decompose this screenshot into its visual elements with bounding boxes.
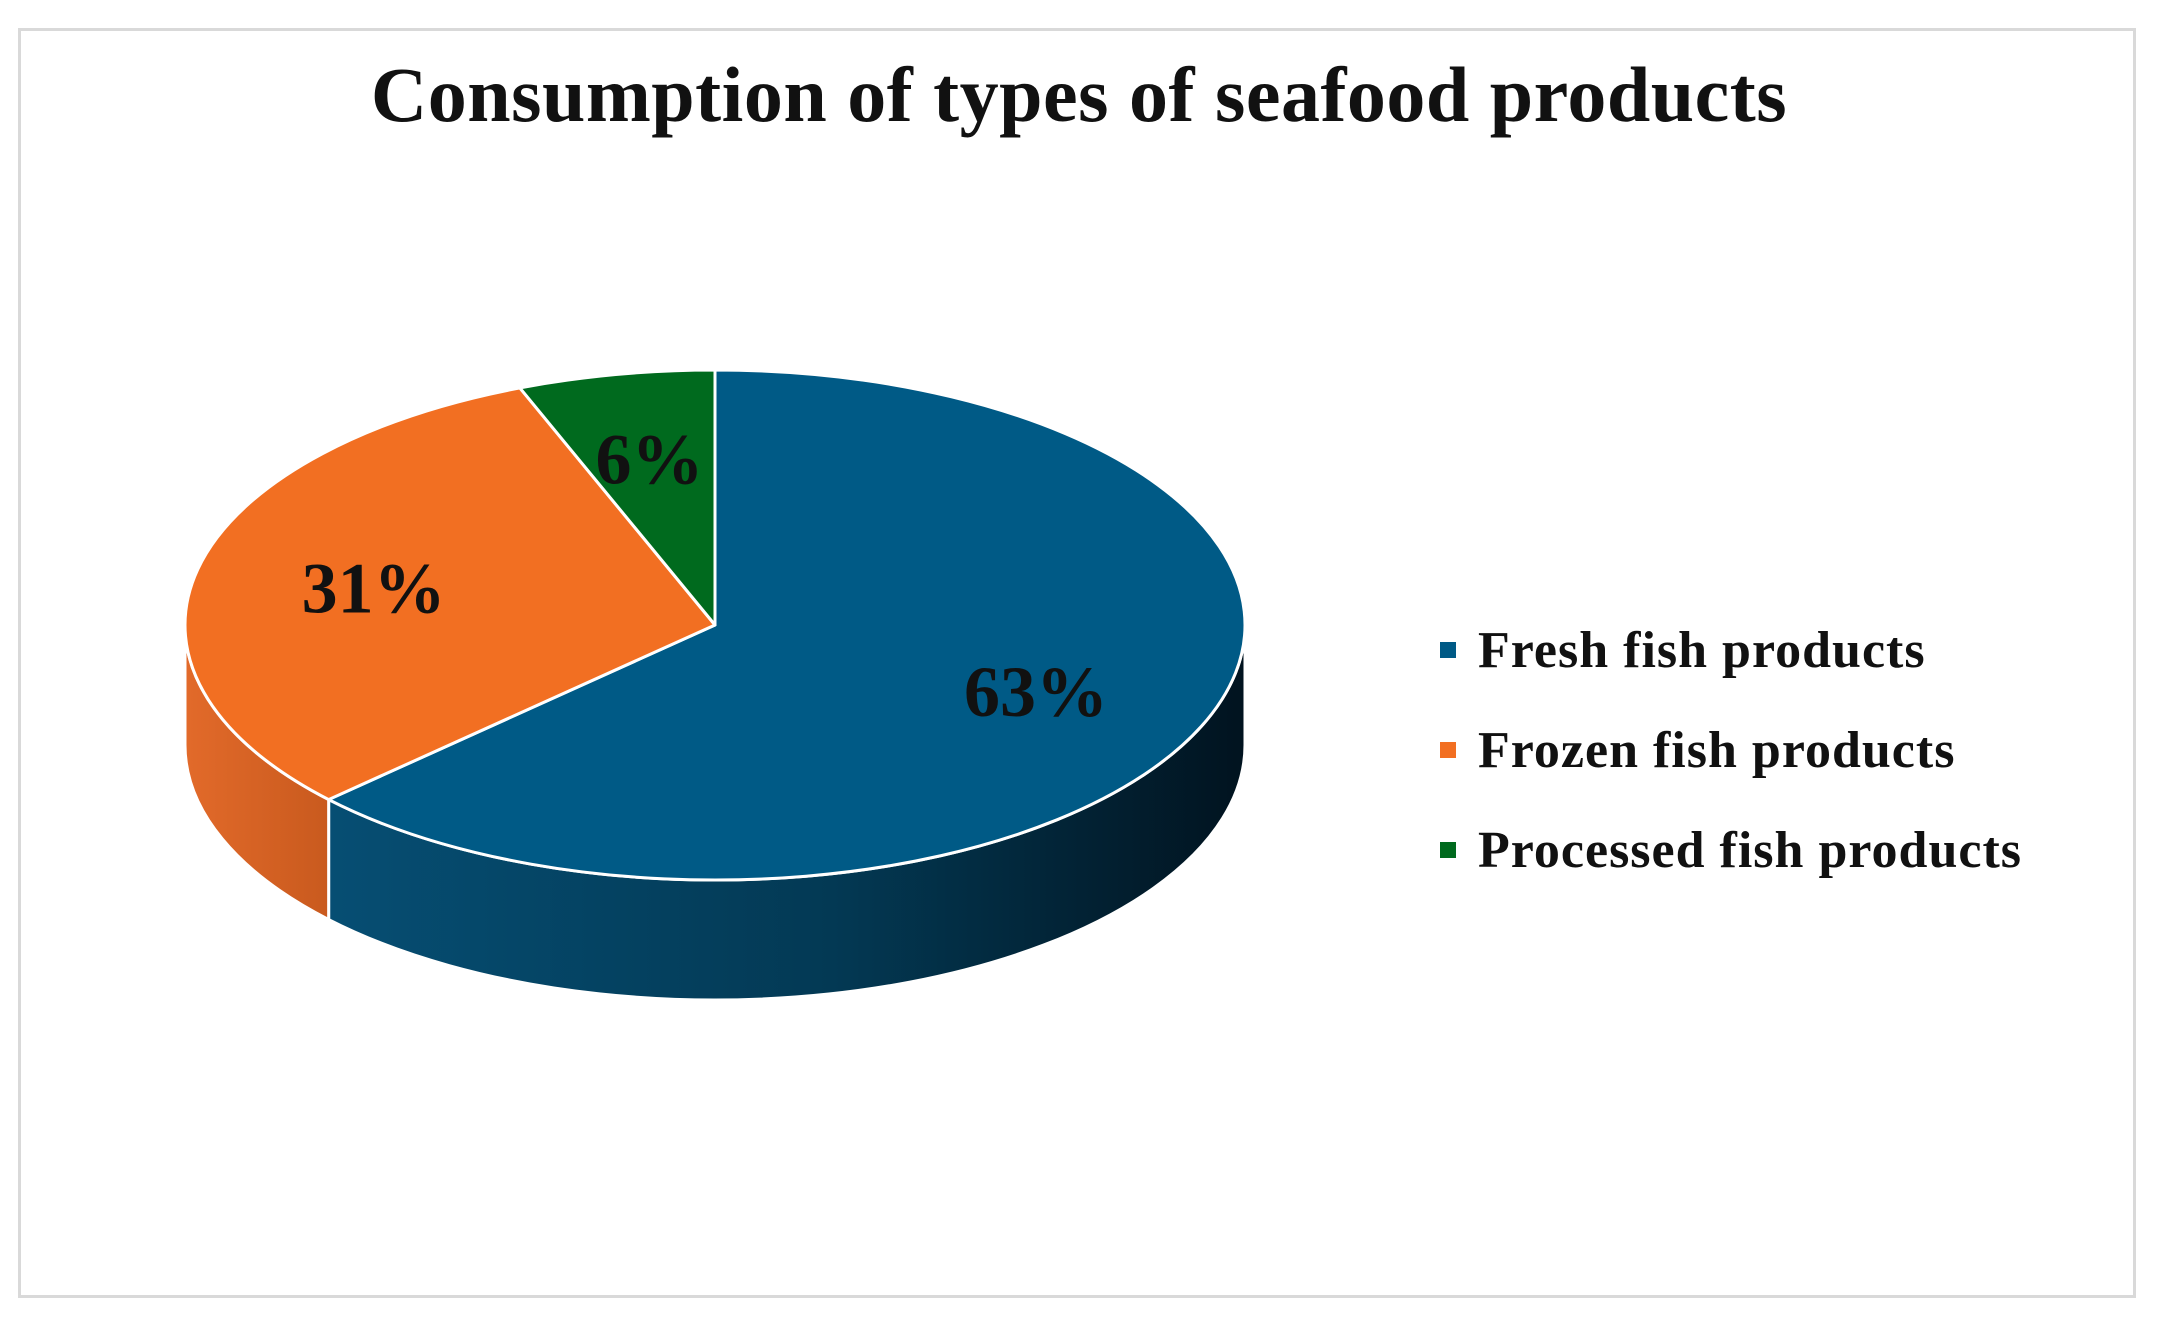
pie-slice-processed xyxy=(518,368,717,627)
legend-label-processed: Processed fish products xyxy=(1478,821,2022,879)
legend-item-fresh: Fresh fish products xyxy=(1440,600,2022,700)
legend-item-frozen: Frozen fish products xyxy=(1440,700,2022,800)
legend-item-processed: Processed fish products xyxy=(1440,800,2022,900)
legend-swatch-fresh xyxy=(1440,642,1456,658)
pie-slice-fresh xyxy=(327,368,1247,882)
chart-title: Consumption of types of seafood products xyxy=(370,51,1788,138)
pie-top-layer xyxy=(183,368,1247,882)
data-label-processed: 6% xyxy=(595,420,703,500)
legend-swatch-processed xyxy=(1440,842,1456,858)
legend: Fresh fish products Frozen fish products… xyxy=(1440,600,2022,900)
data-label-fresh: 63% xyxy=(964,652,1108,732)
pie-slice-frozen xyxy=(183,386,717,802)
legend-label-fresh: Fresh fish products xyxy=(1478,621,1926,679)
pie-label-layer: 63% 31% 6% xyxy=(302,420,1108,732)
legend-label-frozen: Frozen fish products xyxy=(1478,721,1956,779)
data-label-frozen: 31% xyxy=(302,548,446,628)
legend-swatch-frozen xyxy=(1440,742,1456,758)
